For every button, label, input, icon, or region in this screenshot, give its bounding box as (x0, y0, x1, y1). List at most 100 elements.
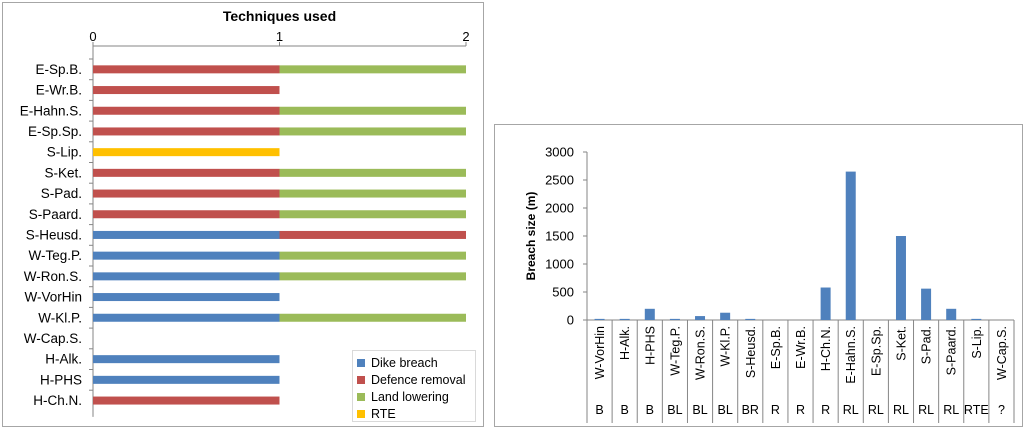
bar-h-phs (644, 308, 655, 320)
legend-swatch-dike-breach (357, 358, 365, 367)
y-tick-label-3000: 3000 (545, 145, 574, 160)
bar-dike-breach-w-teg-p (93, 251, 280, 260)
breach-size-chart-panel: Breach size (m) 0 500 1000 1500 2000 2500 3000 W… (494, 124, 1023, 427)
bar-rte-s-lip (93, 148, 280, 157)
bar-defence-removal-h-ch-n (93, 396, 280, 405)
category-label-h-phs: H-PHS (40, 372, 82, 387)
bar-land-lowering-e-sp-sp (279, 127, 466, 136)
legend-label-rte: RTE (371, 406, 396, 421)
bar-defence-removal-e-sp-sp (93, 127, 280, 136)
chart-title: Techniques used (223, 8, 336, 24)
techniques-chart: Techniques used 0 1 2 E-Sp.B. E-Wr.B. E-Hahn.S… (20, 8, 470, 417)
bar-h-ch-n (820, 287, 831, 320)
category-label-e-wr-b: E-Wr.B. (36, 83, 82, 98)
bar-w-ron-s (695, 316, 706, 320)
group-label-w-cap-s: ? (998, 403, 1005, 417)
y-tick-label-1500: 1500 (545, 229, 574, 244)
group-label-e-wr-b: R (796, 403, 805, 417)
bar-w-teg-p (669, 318, 680, 320)
y-axis-title: Breach size (m) (524, 192, 538, 281)
category-label-e-sp-b: E-Sp.B. (35, 62, 82, 77)
legend-swatch-rte (357, 409, 365, 418)
bar-w-kl-p (720, 312, 731, 320)
y-tick-label-1000: 1000 (545, 257, 574, 272)
bar-land-lowering-w-teg-p (279, 251, 466, 260)
category-label-w-kl-p: W-Kl.P. (38, 310, 82, 325)
category-label-w-ron-s: W-Ron.S. (694, 326, 708, 380)
bar-s-ket (895, 236, 906, 320)
category-label-w-cap-s: W-Cap.S. (995, 326, 1009, 380)
category-label-w-kl-p: W-Kl.P. (719, 326, 733, 367)
category-label-e-sp-sp: E-Sp.Sp. (869, 326, 883, 376)
bar-land-lowering-s-paard (279, 210, 466, 219)
legend-item-rte: RTE (357, 405, 471, 422)
group-label-h-alk: B (621, 403, 629, 417)
bar-land-lowering-s-pad (279, 189, 466, 198)
category-label-s-paard: S-Paard. (945, 326, 959, 375)
legend-swatch-defence-removal (357, 375, 365, 384)
category-label-s-lip: S-Lip. (47, 145, 82, 160)
y-tick-label-0: 0 (567, 313, 574, 328)
bar-s-pad (921, 288, 932, 320)
legend-label-defence-removal: Defence removal (371, 372, 466, 387)
bar-dike-breach-w-ron-s (93, 272, 280, 281)
category-label-w-cap-s: W-Cap.S. (24, 331, 82, 346)
category-label-s-pad: S-Pad. (41, 186, 82, 201)
bar-land-lowering-e-sp-b (279, 65, 466, 74)
group-label-s-paard: RL (943, 403, 959, 417)
category-label-e-sp-sp: E-Sp.Sp. (28, 124, 82, 139)
x-tick-label-2: 2 (462, 29, 469, 44)
techniques-legend: Dike breach Defence removal Land lowerin… (352, 350, 476, 422)
x-tick-label-1: 1 (276, 29, 283, 44)
y-tick-label-2500: 2500 (545, 173, 574, 188)
bar-dike-breach-s-heusd (93, 230, 280, 239)
category-label-w-vorhin: W-VorHin (24, 290, 82, 305)
bar-defence-removal-s-pad (93, 189, 280, 198)
bar-defence-removal-e-wr-b (93, 86, 280, 95)
category-label-s-ket: S-Ket. (44, 165, 82, 180)
category-label-w-ron-s: W-Ron.S. (24, 269, 82, 284)
x-tick-label-0: 0 (89, 29, 96, 44)
bar-defence-removal-s-heusd (279, 230, 466, 239)
bar-land-lowering-w-ron-s (279, 272, 466, 281)
group-label-e-hahn-s: RL (843, 403, 859, 417)
bar-defence-removal-s-ket (93, 168, 280, 177)
group-label-w-ron-s: BL (692, 403, 707, 417)
group-label-e-sp-b: R (771, 403, 780, 417)
techniques-chart-panel: Techniques used 0 1 2 E-Sp.B. E-Wr.B. E-Hahn.S… (2, 2, 484, 427)
legend-item-land-lowering: Land lowering (357, 388, 471, 405)
category-label-e-wr-b: E-Wr.B. (794, 326, 808, 369)
bar-h-alk (619, 318, 630, 320)
category-label-s-heusd: S-Heusd. (744, 326, 758, 378)
bar-dike-breach-w-vorhin (93, 293, 280, 302)
bar-defence-removal-e-hahn-s (93, 106, 280, 115)
bar-land-lowering-s-ket (279, 168, 466, 177)
category-label-h-phs: H-PHS (643, 326, 657, 365)
category-label-h-alk: H-Alk. (45, 352, 82, 367)
category-label-e-hahn-s: E-Hahn.S. (844, 326, 858, 384)
y-tick-label-2000: 2000 (545, 201, 574, 216)
legend-label-dike-breach: Dike breach (371, 355, 438, 370)
bar-s-heusd (745, 318, 756, 320)
bar-w-vorhin (594, 318, 605, 320)
group-label-w-teg-p: BL (667, 403, 682, 417)
bar-dike-breach-h-alk (93, 355, 280, 364)
bar-s-paard (946, 308, 957, 320)
category-label-w-teg-p: W-Teg.P. (28, 248, 82, 263)
category-label-e-hahn-s: E-Hahn.S. (20, 103, 82, 118)
bar-defence-removal-s-paard (93, 210, 280, 219)
category-label-w-teg-p: W-Teg.P. (668, 326, 682, 376)
category-label-h-ch-n: H-Ch.N. (33, 393, 82, 408)
legend-item-defence-removal: Defence removal (357, 371, 471, 388)
bar-defence-removal-e-sp-b (93, 65, 280, 74)
bar-land-lowering-w-kl-p (279, 313, 466, 322)
category-label-h-alk: H-Alk. (618, 326, 632, 360)
category-label-w-vorhin: W-VorHin (593, 326, 607, 379)
category-label-s-paard: S-Paard. (29, 207, 82, 222)
bar-dike-breach-h-phs (93, 375, 280, 384)
group-label-h-ch-n: R (821, 403, 830, 417)
legend-swatch-land-lowering (357, 392, 365, 401)
category-label-s-ket: S-Ket. (894, 326, 908, 361)
category-label-s-heusd: S-Heusd. (26, 227, 82, 242)
legend-label-land-lowering: Land lowering (371, 389, 449, 404)
